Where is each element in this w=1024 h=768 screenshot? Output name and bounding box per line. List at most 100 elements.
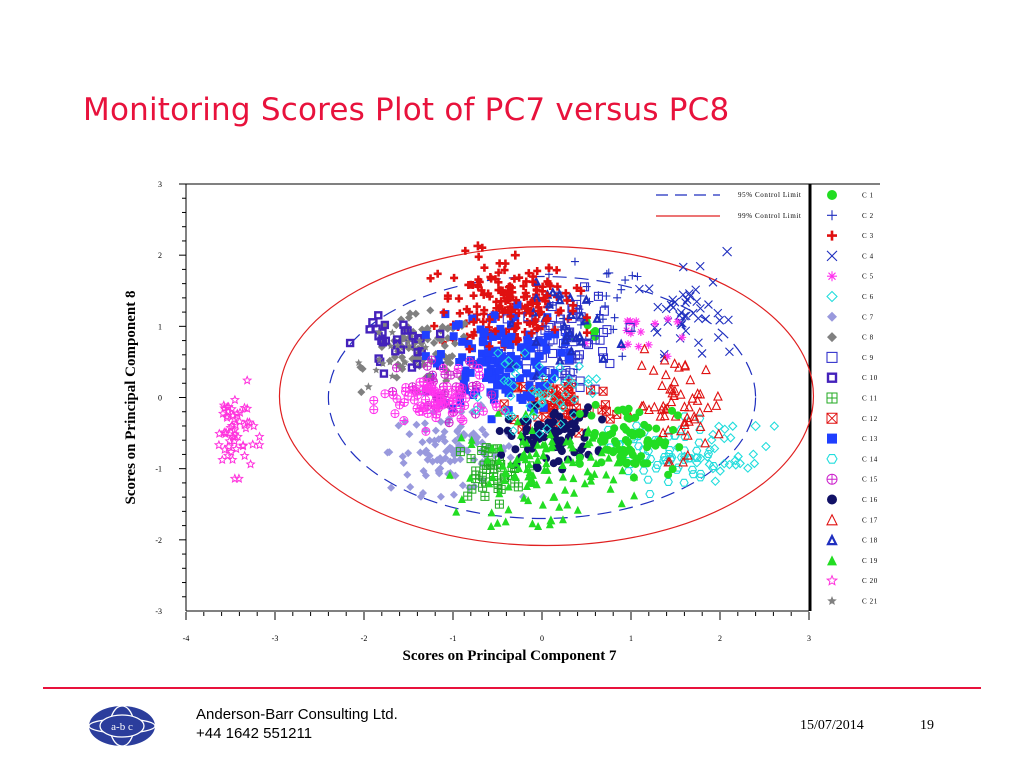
scatter-point xyxy=(563,455,572,464)
scatter-point xyxy=(552,266,561,275)
legend-label-c18: C 18 xyxy=(862,537,878,545)
x-axis-title: Scores on Principal Component 7 xyxy=(403,648,617,664)
legend-label-c7: C 7 xyxy=(862,313,874,321)
scatter-point xyxy=(404,337,412,346)
scatter-point xyxy=(532,285,541,294)
scatter-point xyxy=(469,317,478,326)
scatter-point xyxy=(687,392,698,403)
scatter-point xyxy=(674,361,684,372)
scatter-point xyxy=(691,285,701,295)
scatter-point xyxy=(521,413,531,424)
scatter-point xyxy=(514,309,523,318)
series-legend: C 1 C 2 C 3 C 4 C 5 C 6 C 7 C 8 C 9 C 10 C 11 C 12 C… xyxy=(825,190,878,606)
scatter-point xyxy=(697,349,707,358)
scatter-point xyxy=(559,472,568,481)
scatter-point xyxy=(495,259,504,268)
scatter-point xyxy=(491,275,500,284)
scatter-point xyxy=(713,428,724,439)
scatter-point xyxy=(827,433,837,444)
scatter-point xyxy=(591,400,600,409)
scatter-points-layer xyxy=(213,241,780,530)
scatter-point xyxy=(468,359,478,369)
scatter-point xyxy=(636,327,645,336)
scatter-point xyxy=(634,284,644,294)
scatter-point xyxy=(495,427,504,436)
scatter-point xyxy=(218,400,229,410)
scatter-point xyxy=(516,393,525,402)
scatter-point xyxy=(666,396,677,407)
scatter-point xyxy=(543,277,552,286)
scatter-point xyxy=(573,505,582,514)
scatter-point xyxy=(610,437,619,446)
scatter-point xyxy=(679,401,690,412)
scatter-point xyxy=(375,328,383,336)
scatter-point xyxy=(670,431,680,440)
scatter-point xyxy=(496,443,505,452)
scatter-point xyxy=(500,266,509,275)
scatter-point xyxy=(450,273,459,282)
scatter-point xyxy=(826,351,838,363)
scatter-point xyxy=(513,417,522,426)
scatter-point xyxy=(669,376,680,387)
scatter-point xyxy=(645,455,656,464)
scatter-point xyxy=(358,364,367,373)
scatter-point xyxy=(598,353,609,363)
scatter-point xyxy=(439,308,448,317)
scatter-point xyxy=(446,457,455,466)
scatter-point xyxy=(621,276,630,285)
scatter-point xyxy=(534,387,544,398)
scatter-point xyxy=(481,430,490,439)
scatter-point xyxy=(498,286,507,295)
scatter-point xyxy=(542,423,552,434)
scatter-point xyxy=(598,415,607,424)
scatter-point xyxy=(452,392,462,402)
scatter-point xyxy=(639,459,648,468)
logo-text: a-b c xyxy=(111,721,133,733)
scatter-point xyxy=(555,398,566,408)
scatter-point xyxy=(557,348,566,357)
scatter-point xyxy=(583,467,592,476)
scatter-point xyxy=(451,339,460,348)
scatter-point xyxy=(694,414,705,423)
scatter-point xyxy=(617,499,626,508)
y-tick-label: 0 xyxy=(158,394,162,403)
scatter-point xyxy=(624,404,633,413)
scatter-point xyxy=(583,378,593,389)
scatter-point xyxy=(730,455,741,466)
scatter-point xyxy=(484,323,493,332)
scatter-point xyxy=(687,465,698,474)
scatter-point xyxy=(666,300,676,310)
scatter-point xyxy=(499,381,508,390)
scatter-point xyxy=(500,405,510,415)
legend-label-c9: C 9 xyxy=(862,354,874,362)
scatter-point xyxy=(705,444,715,455)
scatter-point xyxy=(545,475,554,484)
scatter-point xyxy=(455,357,464,366)
scatter-point xyxy=(480,306,489,315)
scatter-point xyxy=(374,311,383,320)
scatter-point xyxy=(602,291,611,300)
scatter-point xyxy=(534,428,545,439)
scatter-point xyxy=(506,292,515,301)
scatter-point xyxy=(423,324,432,333)
scatter-point xyxy=(652,460,663,469)
scatter-point xyxy=(560,389,571,400)
scatter-point xyxy=(471,466,481,476)
scatter-point xyxy=(592,313,602,323)
scatter-point xyxy=(535,352,544,361)
scatter-point xyxy=(443,291,452,300)
scatter-point xyxy=(495,366,504,375)
scatter-point xyxy=(467,484,477,494)
scatter-point xyxy=(653,302,663,312)
scatter-point xyxy=(684,289,694,298)
scatter-point xyxy=(631,421,642,430)
scatter-point xyxy=(704,459,715,470)
scatter-point xyxy=(436,492,445,501)
scatter-point xyxy=(386,342,395,350)
scatter-point xyxy=(491,367,500,376)
footer-company-block: Anderson-Barr Consulting Ltd. +44 1642 5… xyxy=(196,705,398,743)
scatter-point xyxy=(473,402,483,412)
legend-label-c1: C 1 xyxy=(862,192,874,200)
scatter-point xyxy=(416,448,425,457)
scatter-point xyxy=(398,363,407,371)
